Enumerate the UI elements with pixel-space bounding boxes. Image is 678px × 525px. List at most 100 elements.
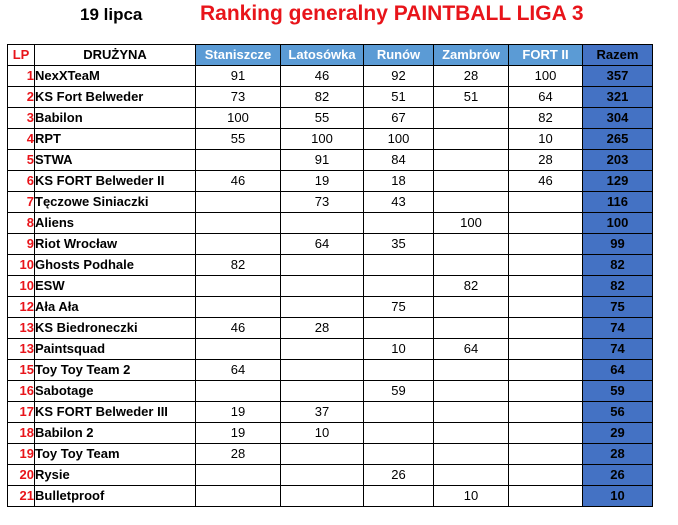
score-cell: 28 xyxy=(508,149,583,171)
rank-position: 9 xyxy=(7,233,35,255)
score-cell xyxy=(433,296,509,318)
score-cell xyxy=(508,233,583,255)
score-cell xyxy=(363,254,434,276)
score-cell: 28 xyxy=(280,317,364,339)
total-value: 357 xyxy=(606,68,629,83)
score-cell: 51 xyxy=(363,86,434,108)
score-cell: 100 xyxy=(433,212,509,234)
total-cell: 74 xyxy=(582,338,653,360)
score-cell: 82 xyxy=(433,275,509,297)
table-row: 13 KS Biedroneczki 46 28 74 xyxy=(7,317,653,339)
score-cell xyxy=(433,149,509,171)
rank-position: 1 xyxy=(7,65,35,87)
total-value: 304 xyxy=(606,110,629,125)
header-row: LP DRUŻYNA Staniszcze Latosówka Runów Za… xyxy=(7,44,653,66)
total-value: 29 xyxy=(610,425,625,440)
total-value: 321 xyxy=(606,89,629,104)
score-cell: 51 xyxy=(433,86,509,108)
column-header-latosowka: Latosówka xyxy=(280,44,364,66)
score-cell xyxy=(508,212,583,234)
total-value: 82 xyxy=(610,257,625,272)
total-cell: 64 xyxy=(582,359,653,381)
rank-position: 2 xyxy=(7,86,35,108)
score-cell: 55 xyxy=(195,128,281,150)
score-cell xyxy=(433,317,509,339)
rank-position: 18 xyxy=(7,422,35,444)
score-cell xyxy=(433,359,509,381)
table-row: 13 Paintsquad 10 64 74 xyxy=(7,338,653,360)
rank-position: 13 xyxy=(7,338,35,360)
total-value: 75 xyxy=(610,299,625,314)
score-cell: 18 xyxy=(363,170,434,192)
total-cell: 100 xyxy=(582,212,653,234)
team-name: Tęczowe Siniaczki xyxy=(34,191,196,213)
score-cell xyxy=(280,359,364,381)
score-cell xyxy=(363,212,434,234)
team-name: Sabotage xyxy=(34,380,196,402)
ranking-table: LP DRUŻYNA Staniszcze Latosówka Runów Za… xyxy=(7,44,653,507)
score-cell: 26 xyxy=(363,464,434,486)
total-cell: 357 xyxy=(582,65,653,87)
total-cell: 203 xyxy=(582,149,653,171)
team-name: KS FORT Belweder III xyxy=(34,401,196,423)
total-cell: 59 xyxy=(582,380,653,402)
table-row: 12 Ała Ała 75 75 xyxy=(7,296,653,318)
score-cell xyxy=(433,380,509,402)
team-name: Ała Ała xyxy=(34,296,196,318)
score-cell: 75 xyxy=(363,296,434,318)
date-label: 19 lipca xyxy=(80,5,143,24)
team-name: Bulletproof xyxy=(34,485,196,507)
score-cell xyxy=(363,401,434,423)
score-cell xyxy=(433,191,509,213)
score-cell: 28 xyxy=(195,443,281,465)
rank-position: 13 xyxy=(7,317,35,339)
team-name: Toy Toy Team xyxy=(34,443,196,465)
team-name: Ghosts Podhale xyxy=(34,254,196,276)
score-cell: 28 xyxy=(433,65,509,87)
score-cell xyxy=(433,107,509,129)
table-row: 3 Babilon 100 55 67 82 304 xyxy=(7,107,653,129)
score-cell xyxy=(433,464,509,486)
score-cell: 92 xyxy=(363,65,434,87)
table-row: 1 NexXTeaM 91 46 92 28 100 357 xyxy=(7,65,653,87)
team-name: STWA xyxy=(34,149,196,171)
score-cell xyxy=(508,254,583,276)
score-cell xyxy=(433,233,509,255)
team-name: KS Fort Belweder xyxy=(34,86,196,108)
total-value: 56 xyxy=(610,404,625,419)
score-cell xyxy=(280,254,364,276)
score-cell: 64 xyxy=(508,86,583,108)
rank-position: 21 xyxy=(7,485,35,507)
table-row: 19 Toy Toy Team 28 28 xyxy=(7,443,653,465)
total-cell: 26 xyxy=(582,464,653,486)
table-row: 10 ESW 82 82 xyxy=(7,275,653,297)
rank-position: 10 xyxy=(7,275,35,297)
score-cell xyxy=(508,317,583,339)
table-row: 16 Sabotage 59 59 xyxy=(7,380,653,402)
total-cell: 56 xyxy=(582,401,653,423)
score-cell xyxy=(433,128,509,150)
table-row: 10 Ghosts Podhale 82 82 xyxy=(7,254,653,276)
score-cell: 59 xyxy=(363,380,434,402)
team-name: KS FORT Belweder II xyxy=(34,170,196,192)
table-row: 17 KS FORT Belweder III 19 37 56 xyxy=(7,401,653,423)
rank-position: 3 xyxy=(7,107,35,129)
score-cell xyxy=(195,485,281,507)
table-row: 2 KS Fort Belweder 73 82 51 51 64 321 xyxy=(7,86,653,108)
total-cell: 265 xyxy=(582,128,653,150)
total-value: 74 xyxy=(610,341,625,356)
total-value: 116 xyxy=(607,194,628,209)
team-name: NexXTeaM xyxy=(34,65,196,87)
score-cell: 46 xyxy=(195,317,281,339)
rank-position: 5 xyxy=(7,149,35,171)
score-cell xyxy=(195,212,281,234)
score-cell: 10 xyxy=(280,422,364,444)
score-cell xyxy=(280,212,364,234)
table-row: 4 RPT 55 100 100 10 265 xyxy=(7,128,653,150)
score-cell xyxy=(280,443,364,465)
score-cell xyxy=(363,359,434,381)
score-cell: 64 xyxy=(280,233,364,255)
column-header-runow: Runów xyxy=(363,44,434,66)
score-cell xyxy=(508,275,583,297)
table-row: 18 Babilon 2 19 10 29 xyxy=(7,422,653,444)
